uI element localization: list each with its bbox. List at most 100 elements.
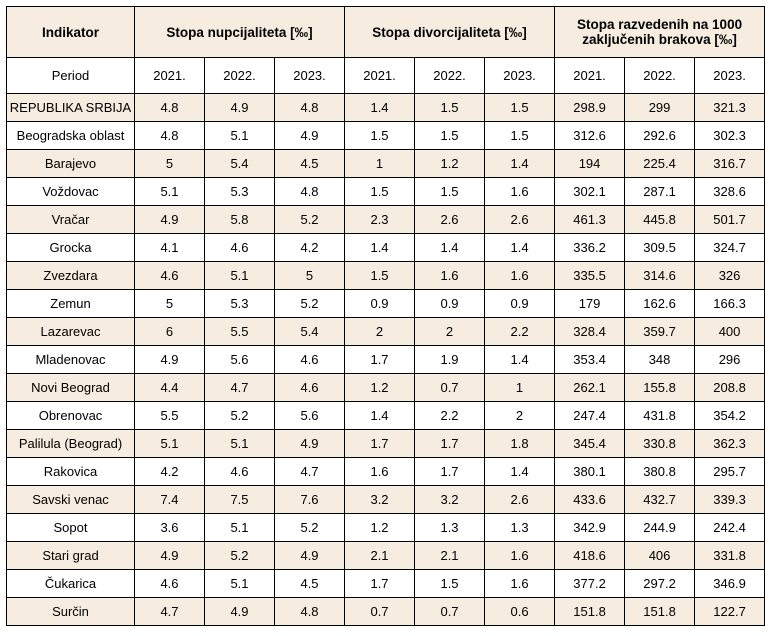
cell-value: 5.5	[135, 402, 205, 430]
cell-value: 4.7	[275, 458, 345, 486]
table-body: Period2021.2022.2023.2021.2022.2023.2021…	[7, 58, 765, 626]
cell-value: 1.7	[415, 430, 485, 458]
table-row: Zvezdara4.65.151.51.61.6335.5314.6326	[7, 262, 765, 290]
cell-value: 324.7	[695, 234, 765, 262]
cell-value: 1.5	[485, 94, 555, 122]
row-label: Mladenovac	[7, 346, 135, 374]
cell-value: 4.4	[135, 374, 205, 402]
cell-value: 4.6	[275, 374, 345, 402]
cell-value: 1.2	[345, 374, 415, 402]
cell-value: 353.4	[555, 346, 625, 374]
row-label: Stari grad	[7, 542, 135, 570]
cell-value: 1	[345, 150, 415, 178]
cell-value: 4.9	[135, 346, 205, 374]
cell-value: 2.6	[485, 486, 555, 514]
cell-value: 354.2	[695, 402, 765, 430]
cell-value: 339.3	[695, 486, 765, 514]
cell-value: 335.5	[555, 262, 625, 290]
cell-value: 302.1	[555, 178, 625, 206]
row-label: Voždovac	[7, 178, 135, 206]
cell-value: 244.9	[625, 514, 695, 542]
cell-value: 348	[625, 346, 695, 374]
cell-value: 1.5	[345, 262, 415, 290]
cell-value: 7.6	[275, 486, 345, 514]
table-row: Vračar4.95.85.22.32.62.6461.3445.8501.7	[7, 206, 765, 234]
cell-value: 179	[555, 290, 625, 318]
cell-value: 2.2	[485, 318, 555, 346]
cell-value: 5.1	[205, 514, 275, 542]
cell-value: 302.3	[695, 122, 765, 150]
period-row: Period2021.2022.2023.2021.2022.2023.2021…	[7, 58, 765, 94]
cell-value: 4.8	[135, 94, 205, 122]
cell-value: 1.5	[415, 570, 485, 598]
cell-value: 1.3	[485, 514, 555, 542]
cell-value: 2	[485, 402, 555, 430]
header-group-3: Stopa razvedenih na 1000 zaključenih bra…	[555, 7, 765, 58]
cell-value: 1.5	[485, 122, 555, 150]
cell-value: 1.7	[345, 346, 415, 374]
cell-value: 1.4	[485, 458, 555, 486]
cell-value: 1.2	[345, 514, 415, 542]
cell-value: 2.3	[345, 206, 415, 234]
cell-value: 4.8	[275, 94, 345, 122]
cell-value: 314.6	[625, 262, 695, 290]
cell-value: 1.6	[485, 178, 555, 206]
table-row: Stari grad4.95.24.92.12.11.6418.6406331.…	[7, 542, 765, 570]
cell-value: 5.2	[275, 290, 345, 318]
table-row: Surčin4.74.94.80.70.70.6151.8151.8122.7	[7, 598, 765, 626]
row-label: Lazarevac	[7, 318, 135, 346]
cell-value: 5.1	[205, 570, 275, 598]
cell-value: 2.1	[345, 542, 415, 570]
cell-value: 312.6	[555, 122, 625, 150]
table-row: Sopot3.65.15.21.21.31.3342.9244.9242.4	[7, 514, 765, 542]
table-row: REPUBLIKA SRBIJA4.84.94.81.41.51.5298.92…	[7, 94, 765, 122]
cell-value: 2	[345, 318, 415, 346]
table-row: Barajevo55.44.511.21.4194225.4316.7	[7, 150, 765, 178]
statistics-table: Indikator Stopa nupcijaliteta [‰] Stopa …	[6, 6, 765, 626]
cell-value: 4.9	[275, 542, 345, 570]
cell-value: 445.8	[625, 206, 695, 234]
cell-value: 5.2	[205, 402, 275, 430]
period-year: 2021.	[345, 58, 415, 94]
table-row: Novi Beograd4.44.74.61.20.71262.1155.820…	[7, 374, 765, 402]
cell-value: 5.6	[205, 346, 275, 374]
row-label: Obrenovac	[7, 402, 135, 430]
cell-value: 4.9	[135, 542, 205, 570]
cell-value: 5.4	[205, 150, 275, 178]
cell-value: 316.7	[695, 150, 765, 178]
cell-value: 1.4	[345, 234, 415, 262]
cell-value: 330.8	[625, 430, 695, 458]
cell-value: 1.4	[415, 234, 485, 262]
cell-value: 400	[695, 318, 765, 346]
cell-value: 4.8	[275, 178, 345, 206]
cell-value: 1.4	[485, 346, 555, 374]
cell-value: 346.9	[695, 570, 765, 598]
row-label: Vračar	[7, 206, 135, 234]
period-year: 2022.	[205, 58, 275, 94]
row-label: Grocka	[7, 234, 135, 262]
cell-value: 5	[135, 150, 205, 178]
cell-value: 1.3	[415, 514, 485, 542]
cell-value: 242.4	[695, 514, 765, 542]
table-row: Palilula (Beograd)5.15.14.91.71.71.8345.…	[7, 430, 765, 458]
cell-value: 4.5	[275, 570, 345, 598]
cell-value: 1.8	[485, 430, 555, 458]
header-indicator: Indikator	[7, 7, 135, 58]
cell-value: 1.5	[415, 94, 485, 122]
cell-value: 4.9	[275, 122, 345, 150]
cell-value: 262.1	[555, 374, 625, 402]
cell-value: 151.8	[625, 598, 695, 626]
cell-value: 4.6	[135, 570, 205, 598]
cell-value: 4.6	[275, 346, 345, 374]
cell-value: 299	[625, 94, 695, 122]
cell-value: 155.8	[625, 374, 695, 402]
cell-value: 3.2	[345, 486, 415, 514]
cell-value: 2.2	[415, 402, 485, 430]
cell-value: 342.9	[555, 514, 625, 542]
cell-value: 1.5	[415, 178, 485, 206]
cell-value: 151.8	[555, 598, 625, 626]
cell-value: 225.4	[625, 150, 695, 178]
cell-value: 292.6	[625, 122, 695, 150]
cell-value: 4.2	[275, 234, 345, 262]
cell-value: 0.9	[485, 290, 555, 318]
